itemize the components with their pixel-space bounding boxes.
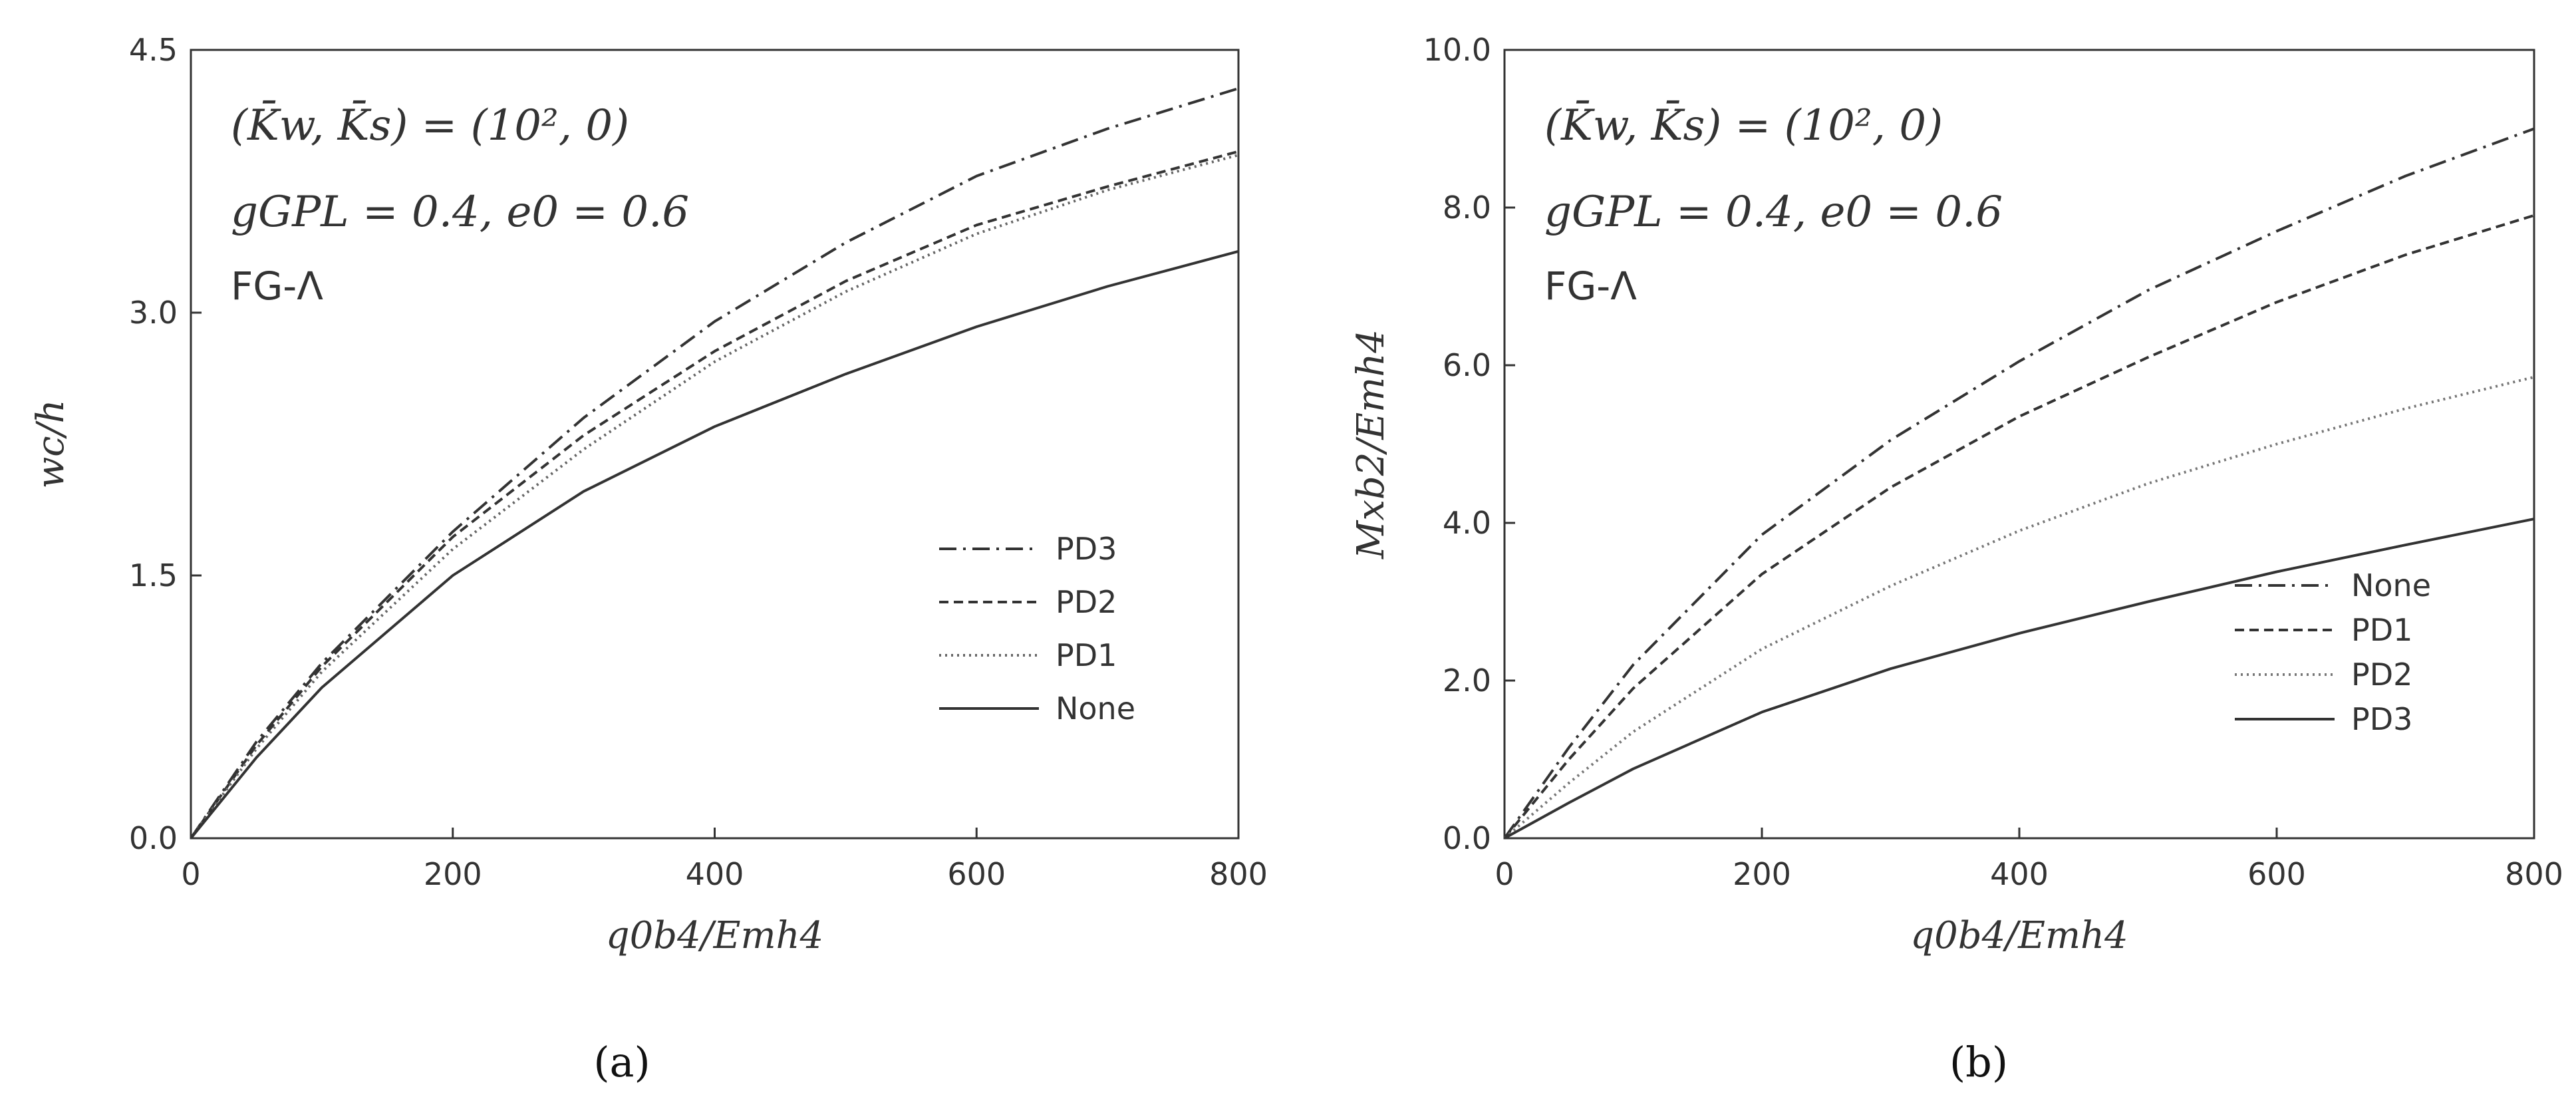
annotation-pattern: FG-Λ	[231, 263, 323, 309]
y-tick-label: 2.0	[1443, 663, 1491, 699]
panel-label: (b)	[1949, 1038, 2008, 1086]
x-tick-label: 200	[424, 856, 482, 892]
y-axis-label: Mxb2/Emh4	[1350, 329, 1393, 559]
annotation-gpl: gGPL = 0.4, e0 = 0.6	[1544, 188, 2003, 237]
legend-label-pd3: PD3	[2351, 701, 2412, 737]
legend-label-pd1: PD1	[1056, 637, 1117, 673]
annotation-gpl: gGPL = 0.4, e0 = 0.6	[231, 188, 689, 237]
panel-a: 0 200 400 600 800 0.0 1.5 3.0 4.5 (K̄w, K̄s) = (1…	[29, 32, 1268, 1086]
legend-label-pd1: PD1	[2351, 612, 2412, 648]
legend-label-none: None	[2351, 567, 2431, 603]
series-line-none	[1503, 127, 2535, 840]
legend-label-pd2: PD2	[2351, 657, 2412, 693]
legend-label-pd3: PD3	[1056, 531, 1117, 567]
series-line-pd3	[1504, 518, 2535, 840]
y-tick-label: 0.0	[1443, 820, 1491, 856]
x-axis-label: q0b4/Emh4	[606, 914, 824, 957]
y-tick-label: 8.0	[1443, 190, 1491, 226]
x-tick-label: 400	[686, 856, 744, 892]
x-axis-label: q0b4/Emh4	[1910, 914, 2128, 957]
series-line-pd1	[1503, 214, 2535, 840]
y-tick-label: 4.0	[1443, 505, 1491, 541]
y-tick-label: 6.0	[1443, 347, 1491, 383]
annotation-pattern: FG-Λ	[1544, 263, 1637, 309]
panel-label: (a)	[593, 1038, 650, 1086]
y-tick-label: 10.0	[1423, 32, 1491, 68]
y-tick-label: 0.0	[129, 820, 178, 856]
series-line-pd2	[190, 150, 1239, 840]
series-line-none	[190, 249, 1239, 840]
x-tick-label: 0	[181, 856, 200, 892]
y-tick-label: 1.5	[129, 557, 178, 593]
series-line-pd3	[190, 86, 1239, 840]
x-tick-label: 0	[1495, 856, 1514, 892]
x-tick-label: 800	[1209, 856, 1268, 892]
y-tick-label: 3.0	[129, 295, 178, 331]
series-line-pd2	[1503, 375, 2535, 840]
x-tick-label: 200	[1733, 856, 1791, 892]
x-tick-label: 400	[1990, 856, 2049, 892]
panel-b: 0 200 400 600 800 0.0 2.0 4.0 6.0 8.0 10.0 (K̄w, K̄…	[1350, 32, 2563, 1086]
x-tick-label: 800	[2505, 856, 2563, 892]
y-axis-label: wc/h	[29, 399, 72, 488]
annotation-stiffness: (K̄w, K̄s) = (10², 0)	[1544, 100, 1943, 150]
y-tick-label: 4.5	[129, 32, 178, 68]
legend-label-pd2: PD2	[1056, 584, 1117, 620]
annotation-stiffness: (K̄w, K̄s) = (10², 0)	[231, 100, 629, 150]
legend-label-none: None	[1056, 691, 1135, 726]
x-tick-label: 600	[2247, 856, 2306, 892]
x-tick-label: 600	[947, 856, 1006, 892]
series-line-pd1	[190, 154, 1239, 840]
